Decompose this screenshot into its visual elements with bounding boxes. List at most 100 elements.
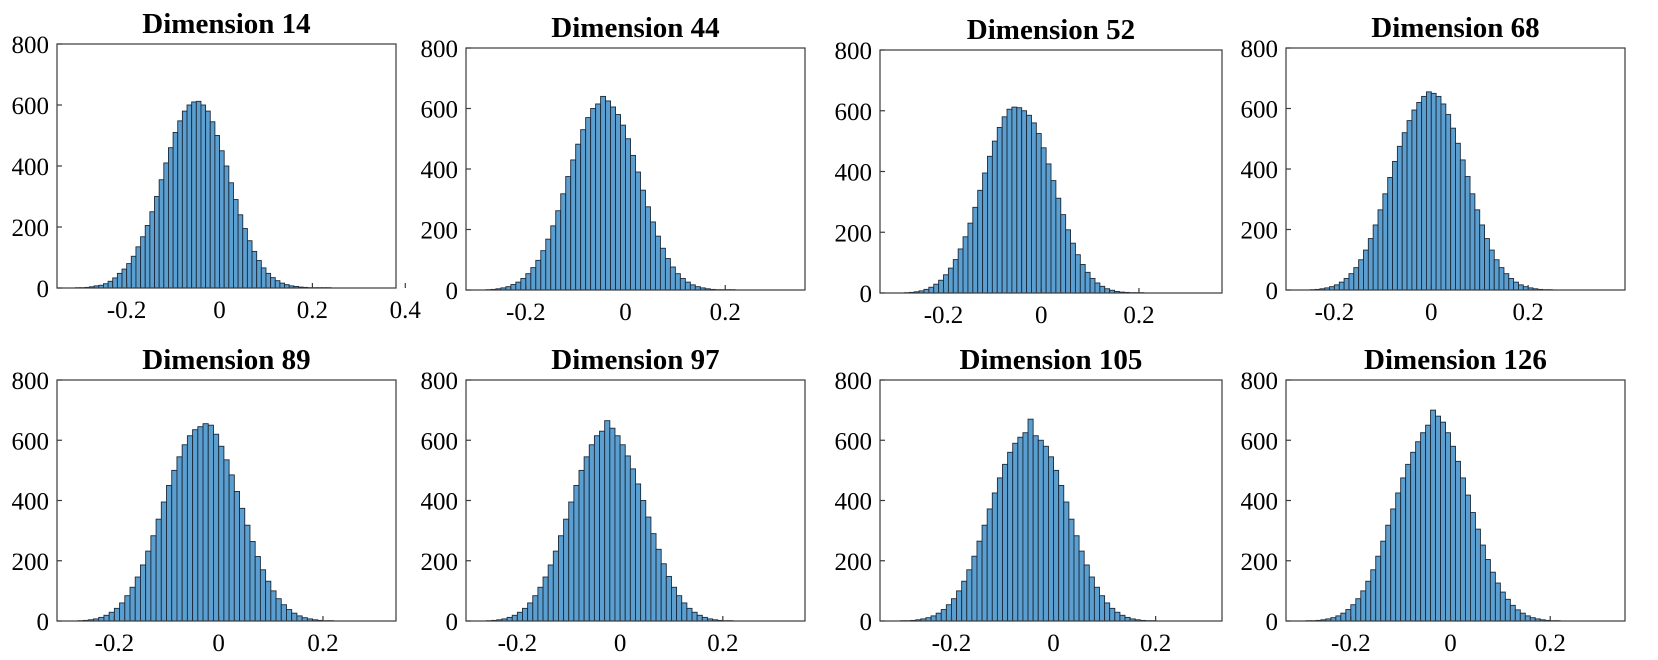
- histogram-bar: [242, 228, 248, 289]
- histogram-bar: [982, 172, 988, 294]
- x-tick-label: 0.2: [1140, 630, 1171, 657]
- histogram-bar: [655, 548, 662, 622]
- y-tick-label: 0: [860, 281, 873, 308]
- histogram-bar: [197, 426, 204, 622]
- histogram-bar: [130, 255, 137, 289]
- y-tick-label: 800: [12, 32, 50, 59]
- histogram-bar: [527, 602, 534, 622]
- histogram-bar: [139, 564, 147, 622]
- histogram-bar: [244, 524, 251, 622]
- histogram-bar: [679, 278, 686, 291]
- histogram-bar: [124, 595, 131, 622]
- x-tick-label: 0.2: [307, 630, 338, 657]
- histogram-bar: [619, 444, 626, 622]
- histogram-bar: [588, 444, 595, 622]
- histogram-bar: [1104, 602, 1111, 622]
- histogram-bar: [1099, 595, 1106, 622]
- x-tick-label: 0: [212, 630, 225, 657]
- histogram-bar: [1479, 224, 1486, 291]
- histogram-bar: [629, 468, 636, 622]
- histogram-bar: [1377, 209, 1384, 291]
- histogram-bar: [516, 611, 523, 622]
- histogram-bar: [590, 108, 597, 291]
- histogram-bar: [1083, 564, 1090, 622]
- histogram-bar: [610, 106, 617, 291]
- histogram-bar: [671, 586, 678, 622]
- histogram-bar: [537, 586, 544, 622]
- histogram-bar: [956, 590, 963, 622]
- histogram-bar: [1440, 421, 1446, 622]
- histogram-bar: [1508, 278, 1515, 291]
- histogram-bar: [1367, 238, 1374, 291]
- histogram-bar: [1406, 120, 1413, 291]
- histogram-bar: [1370, 569, 1377, 622]
- histogram-bar: [108, 611, 115, 622]
- histogram-bar: [1345, 609, 1352, 622]
- histogram-bar: [214, 135, 220, 289]
- histogram-bar: [168, 147, 174, 289]
- y-tick-label: 0: [446, 278, 459, 305]
- histogram-bar: [195, 100, 202, 289]
- histogram-bar: [609, 427, 616, 622]
- histogram-bar: [1410, 451, 1417, 622]
- histogram-bar: [149, 211, 155, 289]
- histogram-bar: [1474, 528, 1481, 622]
- histogram-bar: [1460, 477, 1466, 622]
- histogram-bar: [1390, 508, 1397, 622]
- histogram-bar: [547, 564, 554, 622]
- histogram-bar: [977, 189, 984, 294]
- histogram-bar: [1063, 501, 1070, 622]
- histogram-bar: [981, 524, 988, 622]
- histogram-bar: [1084, 271, 1091, 294]
- histogram-bar: [163, 162, 169, 289]
- chart-panel-7: 0 200 400 600 800 -0.2 0 0.2 Dimension 105: [835, 344, 1223, 657]
- histogram-bar: [696, 614, 703, 622]
- histogram-bar: [1016, 107, 1023, 294]
- x-tick-label: 0.2: [297, 297, 328, 324]
- y-tick-label: 600: [12, 428, 50, 455]
- y-tick-label: 400: [421, 157, 459, 184]
- y-tick-label: 200: [421, 549, 459, 576]
- histogram-bar: [665, 575, 672, 622]
- histogram-bar: [1459, 159, 1466, 291]
- histogram-bar: [550, 225, 557, 291]
- histogram-bar: [599, 430, 606, 622]
- histogram-bar: [256, 260, 262, 289]
- histogram-bar: [1333, 284, 1340, 291]
- histogram-bar: [1421, 95, 1427, 291]
- histogram-bar: [540, 250, 547, 291]
- y-tick-label: 800: [835, 38, 873, 65]
- histogram-bar: [249, 541, 256, 622]
- histogram-bar: [207, 424, 214, 622]
- histogram-bar: [102, 283, 109, 289]
- histogram-bar: [615, 114, 621, 291]
- histogram-bar: [520, 278, 527, 291]
- histogram-bar: [940, 609, 947, 622]
- histogram-bar: [1396, 145, 1403, 291]
- histogram-bar: [1050, 180, 1057, 294]
- histogram-bar: [228, 182, 234, 289]
- histogram-bar: [1387, 177, 1393, 291]
- histogram-bar: [986, 508, 993, 622]
- histogram-bar: [595, 103, 602, 291]
- histogram-bar: [202, 423, 209, 622]
- histogram-bar: [296, 615, 303, 622]
- histogram-bar: [176, 456, 183, 622]
- histogram-bar: [563, 518, 570, 622]
- x-tick-label: 0: [213, 297, 226, 324]
- x-tick-label: -0.2: [506, 299, 546, 326]
- y-tick-label: 200: [835, 220, 873, 247]
- histogram-bar: [228, 474, 235, 622]
- histogram-bar: [1109, 607, 1116, 622]
- histogram-bar: [967, 222, 974, 294]
- histogram-bar: [1011, 106, 1018, 294]
- y-tick-label: 600: [1241, 428, 1279, 455]
- histogram-bar: [1099, 285, 1106, 294]
- histogram-bar: [1027, 418, 1034, 622]
- histogram-bar: [1509, 604, 1516, 622]
- histogram-bar: [660, 563, 667, 622]
- histogram-bar: [945, 604, 952, 622]
- y-tick-label: 600: [421, 97, 459, 124]
- histogram-bar: [645, 206, 651, 291]
